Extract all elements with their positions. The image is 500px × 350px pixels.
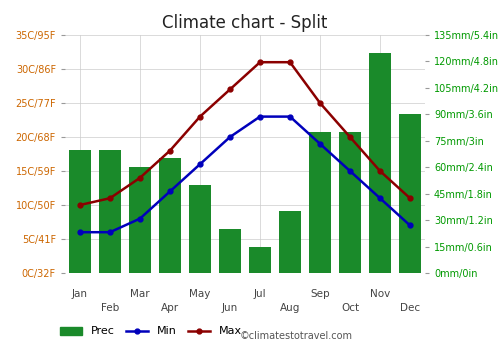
Bar [69,149,91,273]
Text: Mar: Mar [130,289,150,299]
Text: Jan: Jan [72,289,88,299]
Bar [129,167,151,273]
Bar [279,211,301,273]
Text: Dec: Dec [400,303,420,313]
Bar [309,132,331,273]
Bar [219,229,241,273]
Bar [399,114,421,273]
Text: Aug: Aug [280,303,300,313]
Text: Sep: Sep [310,289,330,299]
Text: Oct: Oct [341,303,359,313]
Bar [249,246,271,273]
Text: Jul: Jul [254,289,266,299]
Bar [159,159,181,273]
Bar [369,52,391,273]
Bar [339,132,361,273]
Text: ©climatestotravel.com: ©climatestotravel.com [240,331,353,341]
Bar [99,149,121,273]
Text: May: May [190,289,210,299]
Text: Jun: Jun [222,303,238,313]
Text: Nov: Nov [370,289,390,299]
Text: Apr: Apr [161,303,179,313]
Legend: Prec, Min, Max: Prec, Min, Max [56,322,247,341]
Text: Feb: Feb [101,303,119,313]
Title: Climate chart - Split: Climate chart - Split [162,14,328,32]
Bar [189,185,211,273]
